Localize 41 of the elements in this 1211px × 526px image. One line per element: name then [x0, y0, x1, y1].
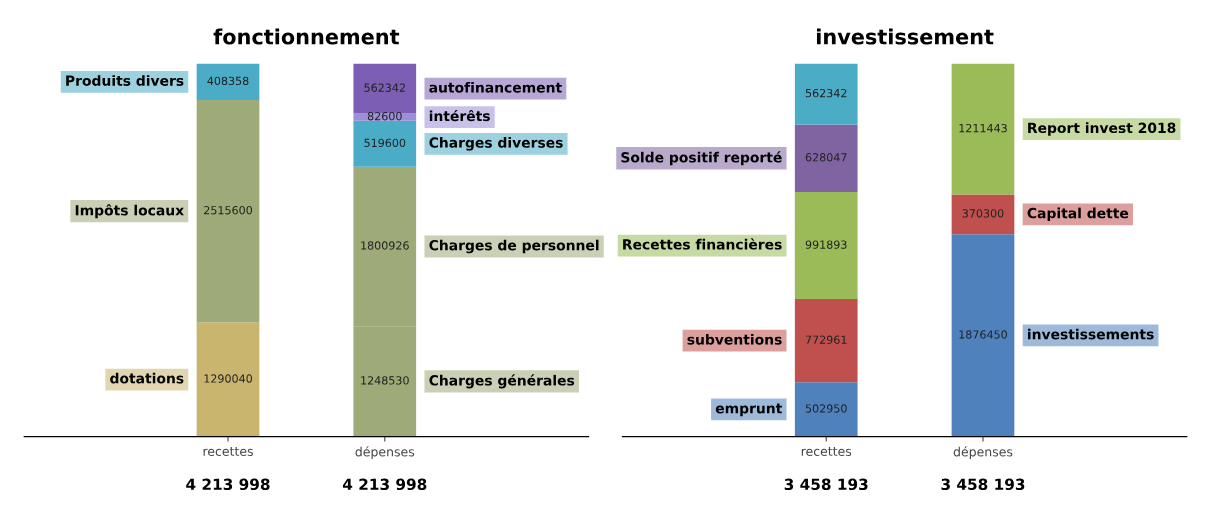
- series-label: Solde positif reporté: [621, 151, 782, 166]
- series-label: dotations: [110, 372, 184, 384]
- x-tick-label: dépenses: [355, 446, 415, 459]
- data-label: 628047: [805, 153, 847, 162]
- data-label: 370300: [962, 209, 1004, 218]
- series-label: investissements: [1028, 328, 1154, 340]
- data-label: 502950: [805, 404, 847, 413]
- total-label: 4 213 998: [186, 478, 270, 491]
- series-label: Impôts locaux: [75, 204, 184, 219]
- data-label: 82600: [367, 112, 402, 121]
- series-label: autofinancement: [429, 81, 562, 93]
- series-label: Charges générales: [429, 374, 575, 389]
- x-tick-label: dépenses: [953, 446, 1013, 459]
- data-label: 1800926: [361, 241, 409, 250]
- data-label: 1248530: [361, 376, 409, 385]
- series-label: Charges de personnel: [429, 239, 599, 254]
- chart-title: fonctionnement: [213, 28, 400, 45]
- series-label: Report invest 2018: [1028, 122, 1176, 136]
- data-label: 1211443: [959, 123, 1007, 133]
- series-label: Charges diverses: [429, 137, 563, 151]
- total-label: 4 213 998: [342, 478, 427, 491]
- chart-title: investissement: [816, 28, 994, 45]
- total-label: 3 458 193: [784, 478, 868, 491]
- data-label: 562342: [364, 83, 405, 92]
- data-label: 562342: [805, 88, 847, 98]
- series-label: emprunt: [715, 403, 783, 417]
- data-label: 1876450: [959, 330, 1007, 339]
- series-label: subventions: [687, 333, 782, 345]
- x-tick-label: recettes: [203, 447, 253, 456]
- data-label: 991893: [805, 240, 847, 249]
- series-label: Capital dette: [1027, 207, 1129, 222]
- data-label: 772961: [805, 335, 847, 344]
- data-label: 408358: [207, 76, 249, 86]
- data-label: 1290040: [204, 374, 253, 383]
- x-tick-label: recettes: [801, 447, 852, 456]
- series-label: intérêts: [429, 109, 490, 122]
- series-label: Produits divers: [66, 75, 184, 86]
- data-label: 519600: [364, 138, 406, 148]
- total-label: 3 458 193: [941, 478, 1025, 491]
- series-label: Recettes financières: [623, 238, 782, 250]
- data-label: 2515600: [204, 206, 253, 215]
